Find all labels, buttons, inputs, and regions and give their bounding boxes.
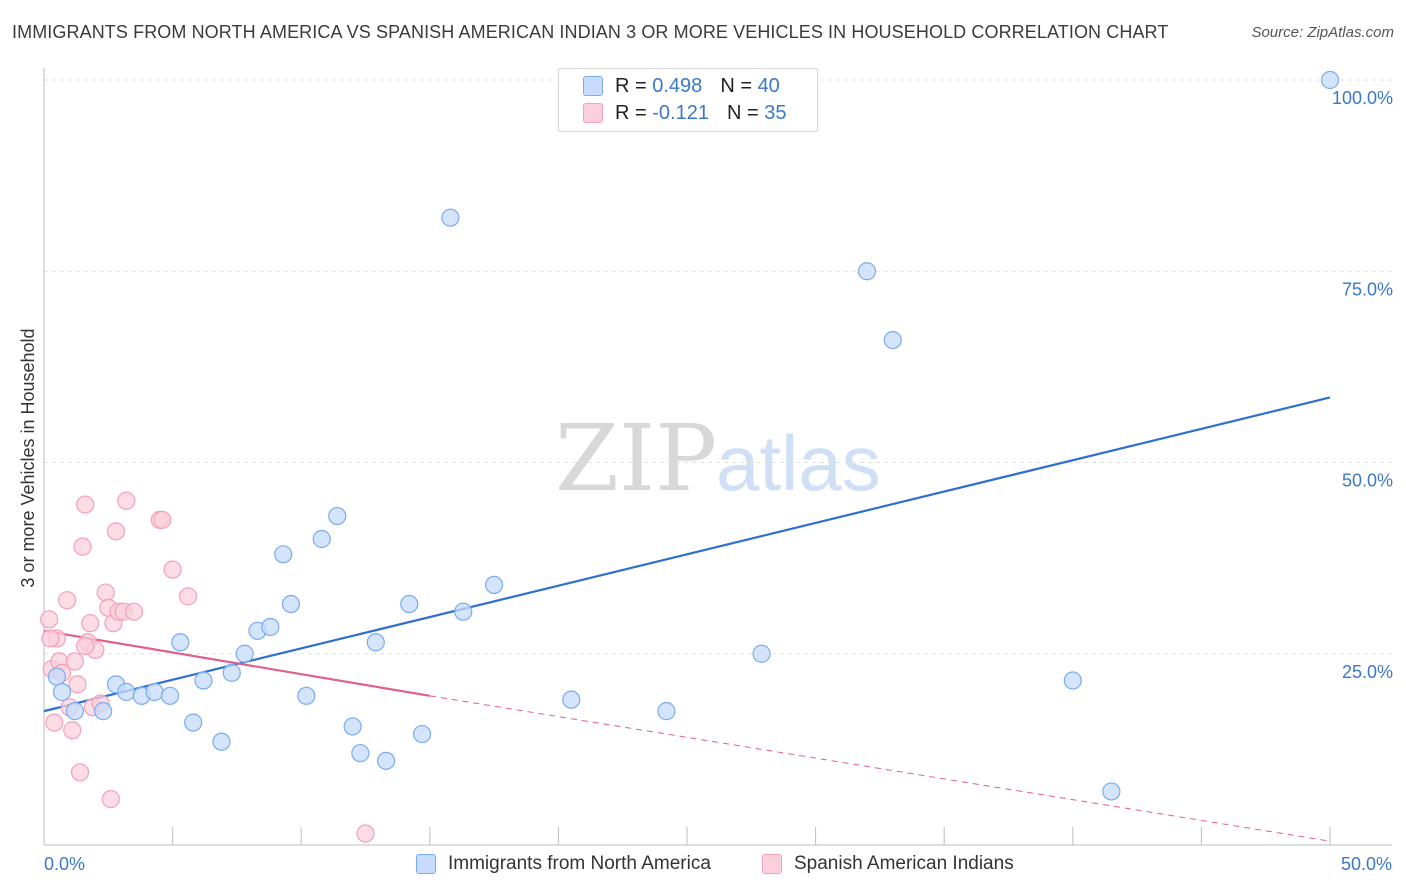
data-point-blue — [412, 724, 432, 744]
data-point-pink — [65, 652, 84, 671]
data-point-blue — [171, 633, 190, 652]
data-point-blue — [441, 208, 460, 227]
data-point-pink — [41, 629, 60, 648]
data-point-pink — [163, 560, 182, 579]
data-point-blue — [274, 545, 293, 564]
data-point-blue — [184, 713, 203, 732]
data-point-pink — [40, 610, 59, 629]
legend-swatch-blue — [583, 76, 603, 96]
data-point-pink — [117, 491, 136, 510]
data-point-blue — [222, 663, 241, 682]
trend-line-pink — [43, 629, 430, 697]
bottom-legend-label-blue: Immigrants from North America — [448, 853, 711, 874]
trend-line-pink-extension — [429, 695, 1331, 842]
data-point-blue — [657, 702, 676, 721]
data-point-blue — [212, 732, 231, 751]
data-point-blue — [1320, 70, 1340, 90]
legend-n-label: N = — [720, 74, 752, 97]
data-point-blue — [485, 575, 504, 595]
data-point-blue — [752, 644, 771, 663]
series-spanish-american-indians — [40, 491, 375, 843]
data-point-pink — [178, 587, 198, 606]
y-tick-label: 100.0% — [1332, 88, 1393, 108]
data-point-blue — [376, 751, 396, 770]
data-point-pink — [101, 789, 120, 809]
data-point-pink — [58, 591, 77, 610]
legend-n-value-blue: 40 — [757, 74, 780, 97]
data-point-blue — [47, 667, 66, 686]
bottom-legend-swatch-blue — [416, 854, 436, 874]
data-point-blue — [1102, 782, 1121, 801]
data-point-pink — [81, 614, 100, 633]
data-point-blue — [281, 594, 301, 614]
data-point-pink — [76, 636, 95, 656]
legend-r-value-blue: 0.498 — [652, 74, 703, 97]
data-point-blue — [883, 331, 902, 350]
data-point-blue — [297, 686, 316, 705]
data-point-pink — [96, 583, 115, 602]
data-point-blue — [400, 594, 419, 614]
legend-r-label: R = — [615, 101, 647, 124]
data-point-pink — [68, 675, 87, 694]
y-tick-label: 25.0% — [1342, 662, 1393, 682]
legend-row-pink: R = -0.121 N = 35 — [583, 100, 786, 126]
data-point-blue — [235, 644, 254, 663]
legend-n-label: N = — [726, 101, 759, 124]
data-point-blue — [351, 744, 370, 763]
data-point-blue — [1063, 671, 1082, 690]
data-point-blue — [366, 633, 385, 652]
legend-row-blue: R = 0.498 N = 40 — [583, 73, 780, 99]
data-point-pink — [76, 495, 95, 514]
data-point-blue — [261, 617, 280, 637]
y-axis-label: 3 or more Vehicles in Household — [18, 328, 38, 587]
correlation-legend: R = 0.498 N = 40 R = -0.121 N = 35 — [558, 68, 818, 132]
data-point-pink — [45, 713, 64, 732]
data-point-pink — [153, 510, 172, 529]
data-point-blue — [94, 702, 113, 721]
legend-swatch-pink — [583, 103, 603, 123]
bottom-legend-swatch-pink — [762, 854, 782, 874]
data-point-pink — [63, 721, 82, 740]
bottom-legend-pink: Spanish American Indians — [762, 850, 1014, 878]
data-point-blue — [160, 686, 180, 705]
data-point-blue — [328, 506, 347, 526]
y-tick-labels: 25.0% 50.0% 75.0% 100.0% — [1332, 88, 1393, 682]
legend-r-value-pink: -0.121 — [652, 101, 709, 124]
y-tick-label: 75.0% — [1342, 279, 1393, 299]
data-point-blue — [194, 671, 213, 690]
axes — [43, 68, 1392, 846]
data-point-blue — [562, 690, 581, 709]
data-point-pink — [356, 824, 375, 843]
data-point-pink — [70, 763, 90, 782]
x-tick-label-min: 0.0% — [44, 854, 85, 874]
series-immigrants-north-america — [47, 70, 1340, 801]
trend-lines — [43, 396, 1331, 842]
data-point-blue — [145, 682, 164, 702]
data-point-blue — [454, 602, 473, 621]
source-credit: Source: ZipAtlas.com — [1251, 24, 1394, 41]
data-point-blue — [312, 529, 331, 549]
data-point-blue — [117, 682, 136, 702]
x-tick-label-max: 50.0% — [1341, 854, 1392, 874]
data-point-pink — [73, 537, 92, 556]
legend-r-label: R = — [615, 74, 647, 97]
data-point-pink — [124, 602, 144, 621]
trend-line-blue — [43, 396, 1331, 713]
bottom-legend-label-pink: Spanish American Indians — [794, 853, 1014, 874]
legend-n-value-pink: 35 — [764, 101, 787, 124]
watermark-zip: ZIP — [555, 405, 717, 512]
data-point-blue — [52, 682, 72, 702]
data-point-blue — [857, 262, 877, 281]
bottom-legend-blue: Immigrants from North America — [416, 850, 711, 878]
data-point-blue — [343, 717, 362, 736]
data-point-blue — [65, 702, 84, 721]
gridlines — [44, 79, 1392, 655]
y-tick-label: 50.0% — [1342, 471, 1393, 491]
chart-title: IMMIGRANTS FROM NORTH AMERICA VS SPANISH… — [12, 22, 1169, 42]
data-point-pink — [106, 522, 126, 541]
